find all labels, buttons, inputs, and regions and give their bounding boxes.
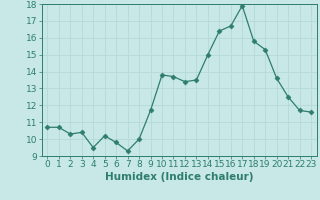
X-axis label: Humidex (Indice chaleur): Humidex (Indice chaleur) — [105, 172, 253, 182]
